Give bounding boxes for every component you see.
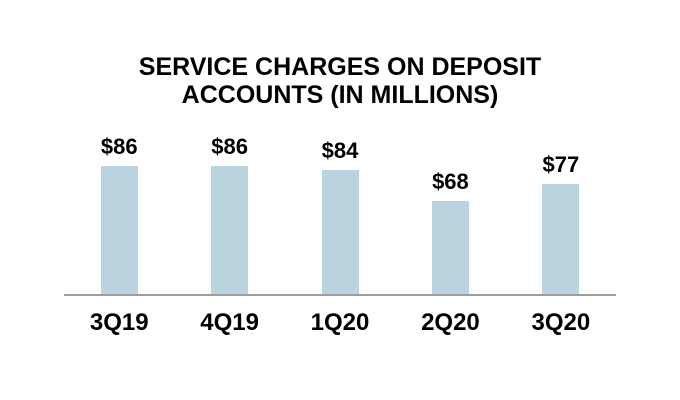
x-axis-label: 3Q19 — [89, 309, 149, 336]
bar — [431, 201, 469, 296]
x-axis-label: 3Q20 — [531, 309, 591, 336]
bar-column: $86 — [64, 20, 174, 296]
bar — [100, 165, 138, 296]
bar-column: $77 — [506, 20, 616, 296]
bar — [211, 165, 249, 296]
bar — [321, 169, 359, 296]
x-axis-label: 4Q19 — [200, 309, 259, 336]
plot-area: $86 $86 $84 $68 $77 — [64, 20, 616, 296]
bar-value-label: $68 — [432, 169, 469, 195]
bar-value-label: $86 — [211, 133, 248, 159]
x-axis-label: 2Q20 — [421, 309, 480, 336]
bar-column: $84 — [285, 20, 395, 296]
x-axis-label: 1Q20 — [310, 309, 370, 336]
chart-title: SERVICE CHARGES ON DEPOSIT ACCOUNTS (IN … — [138, 53, 542, 109]
bar-value-label: $84 — [321, 137, 359, 163]
bar-column: $86 — [174, 20, 284, 296]
bar-value-label: $86 — [100, 133, 138, 159]
x-axis-labels: 3Q19 4Q19 1Q20 2Q20 3Q20 — [64, 308, 616, 338]
bar-value-label: $77 — [542, 151, 580, 177]
bar-column: $68 — [395, 20, 505, 296]
x-axis-line — [64, 294, 616, 296]
bar — [542, 183, 580, 296]
